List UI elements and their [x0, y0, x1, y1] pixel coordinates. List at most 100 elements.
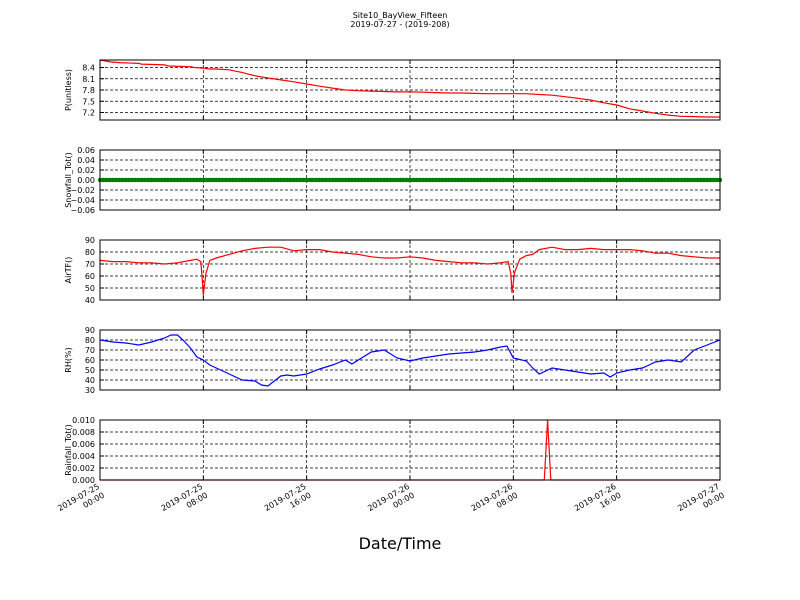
y-tick-label: 7.5: [82, 97, 95, 106]
series-marker: [436, 177, 442, 183]
series-marker: [517, 177, 522, 183]
series-marker: [382, 177, 387, 183]
series-marker: [365, 177, 371, 183]
y-tick-label: 50: [85, 284, 95, 293]
y-tick-label: 90: [85, 236, 95, 245]
panel-frame: [99, 239, 721, 301]
series-marker: [272, 177, 277, 183]
series-marker: [643, 177, 648, 183]
panel-frame: [99, 59, 721, 121]
y-axis-label: RH(%): [64, 347, 73, 372]
series-marker: [685, 177, 690, 183]
series-marker: [210, 177, 216, 183]
chart-title: Site10_BayView_Fifteen: [352, 11, 448, 20]
series-marker: [485, 177, 490, 183]
series-marker: [197, 177, 203, 183]
y-tick-label: 70: [85, 260, 95, 269]
y-tick-label: 90: [85, 326, 95, 335]
series-marker: [578, 177, 584, 183]
series-marker: [236, 177, 242, 183]
series-marker: [139, 177, 145, 183]
series-marker: [588, 177, 593, 183]
series-marker: [688, 177, 694, 183]
series-marker: [346, 177, 351, 183]
series-marker: [259, 177, 264, 183]
series-marker: [624, 177, 629, 183]
series-marker: [359, 177, 364, 183]
series-marker: [440, 177, 445, 183]
series-marker: [475, 177, 480, 183]
series-marker: [275, 177, 280, 183]
series-marker: [423, 177, 429, 183]
series-marker: [243, 177, 248, 183]
series-line: [99, 59, 720, 118]
series-marker: [230, 177, 235, 183]
series-marker: [227, 177, 232, 183]
series-marker: [265, 177, 271, 183]
y-tick-label: 60: [85, 272, 95, 281]
series-marker: [679, 177, 684, 183]
series-marker: [608, 177, 613, 183]
series-marker: [310, 177, 316, 183]
series-marker: [375, 177, 380, 183]
y-tick-label: 0.002: [72, 464, 95, 473]
series-marker: [204, 177, 209, 183]
series-marker: [640, 177, 645, 183]
series-marker: [146, 177, 151, 183]
series-marker: [695, 177, 700, 183]
panel-3: 90 80 70 60 50 40 AirTF(): [64, 236, 721, 305]
series-marker: [488, 177, 493, 183]
series-marker: [356, 177, 361, 183]
series-marker: [495, 177, 500, 183]
series-marker: [285, 177, 290, 183]
series-marker: [162, 177, 167, 183]
y-tick-label: 40: [85, 296, 95, 305]
series-marker: [646, 177, 652, 183]
panel-1: 8.4 8.1 7.8 7.5 7.2 P(unitless): [64, 59, 721, 121]
series-marker: [107, 177, 112, 183]
series-marker: [352, 177, 358, 183]
panel-5: 0.010 0.008 0.006 0.004 0.002 0.000Rainfall_T…: [64, 416, 721, 485]
series-marker: [404, 177, 409, 183]
series-marker: [575, 177, 581, 183]
y-tick-label: 0.010: [72, 416, 95, 425]
series-marker: [482, 177, 487, 183]
series-marker: [472, 177, 477, 183]
series-marker: [469, 177, 474, 183]
series-marker: [414, 177, 419, 183]
series-marker: [220, 177, 225, 183]
y-axis-label: Snowfall_Tot(): [64, 152, 73, 208]
series-marker: [427, 177, 432, 183]
series-marker: [708, 177, 713, 183]
series-marker: [591, 177, 597, 183]
series-marker: [101, 177, 106, 183]
series-marker: [288, 177, 293, 183]
y-tick-label: 80: [85, 336, 95, 345]
series-marker: [249, 177, 254, 183]
series-marker: [433, 177, 438, 183]
series-marker: [314, 177, 319, 183]
series-marker: [327, 177, 332, 183]
y-axis-label: P(unitless): [64, 69, 73, 111]
series-marker: [501, 177, 506, 183]
series-marker: [152, 177, 158, 183]
series-marker: [465, 177, 471, 183]
series-marker: [217, 177, 222, 183]
panel-frame: [99, 419, 721, 481]
series-marker: [569, 177, 574, 183]
y-tick-label: 0.004: [72, 452, 95, 461]
series-marker: [553, 177, 558, 183]
y-tick-label: 0.04: [77, 156, 95, 165]
series-marker: [692, 177, 697, 183]
series-marker: [411, 177, 416, 183]
y-tick-label: 40: [85, 376, 95, 385]
y-tick-label: 0.02: [77, 166, 95, 175]
series-marker: [549, 177, 555, 183]
series-marker: [349, 177, 355, 183]
series-marker: [507, 177, 513, 183]
